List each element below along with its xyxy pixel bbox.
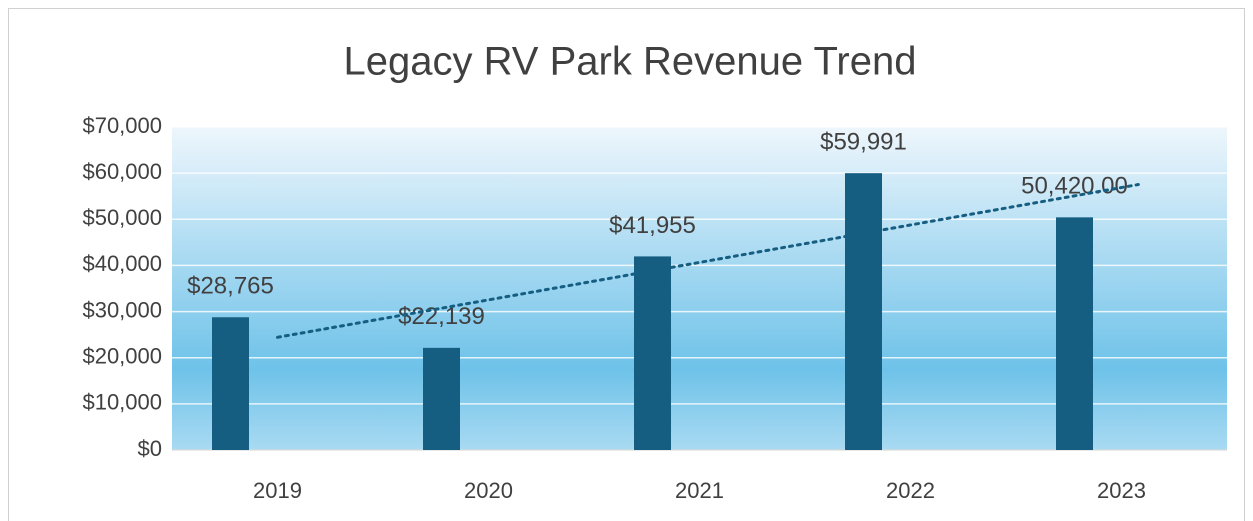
data-label: $59,991 [820,129,907,156]
y-tick-label: $30,000 [82,297,162,322]
y-tick-label: $10,000 [82,390,162,415]
bar [845,173,882,450]
y-tick-label: $20,000 [82,344,162,369]
y-tick-label: $0 [138,436,162,461]
bar [634,256,671,450]
bar [1056,217,1093,450]
x-tick-label: 2019 [253,478,302,503]
x-tick-label: 2020 [464,478,513,503]
x-tick-label: 2021 [675,478,724,503]
bar [423,347,460,450]
x-tick-label: 2023 [1097,478,1146,503]
y-tick-label: $70,000 [82,113,162,138]
plot-area [172,127,1227,450]
y-tick-label: $50,000 [82,205,162,230]
y-tick-label: $60,000 [82,159,162,184]
bar [212,317,249,450]
data-label: $41,955 [609,212,696,239]
x-tick-label: 2022 [886,478,935,503]
trendline [276,183,1140,339]
data-label: $22,139 [398,303,485,330]
y-tick-label: $40,000 [82,251,162,276]
data-label: $28,765 [187,273,274,300]
chart-title: Legacy RV Park Revenue Trend [344,40,917,84]
